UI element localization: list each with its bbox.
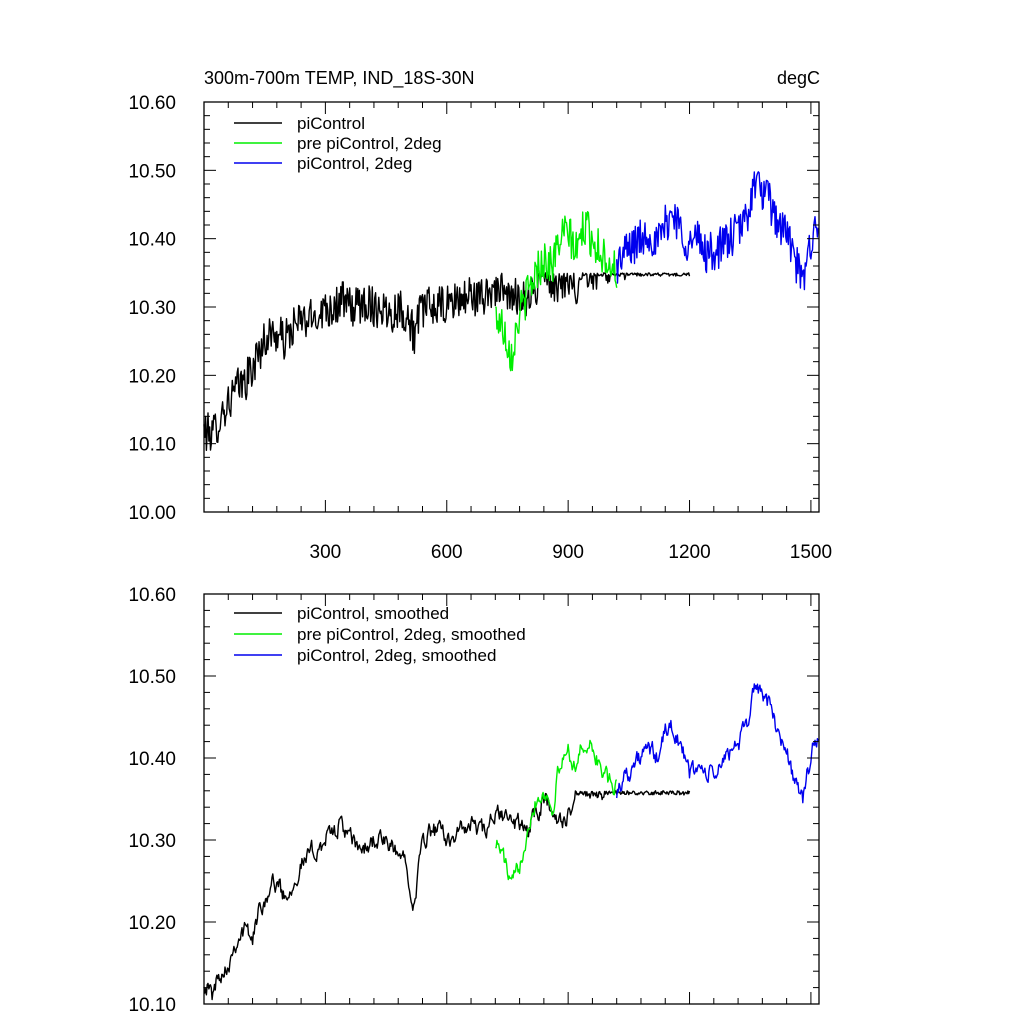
- series-line-picontrol-smoothed: [203, 790, 691, 1001]
- y-tick-label: 10.00: [128, 503, 176, 524]
- y-tick-label: 10.60: [128, 585, 176, 606]
- x-tick-label: 600: [431, 542, 463, 563]
- legend-label-picontrol-2deg: piControl, 2deg: [297, 154, 412, 173]
- y-tick-label: 10.20: [128, 913, 176, 934]
- y-tick-label: 10.60: [128, 93, 176, 114]
- y-tick-label: 10.30: [128, 831, 176, 852]
- y-tick-label: 10.10: [128, 435, 176, 456]
- top-axes: 10.00 10.10 10.20 10.30 10.40 10.50 10.60 300 60…: [128, 93, 832, 563]
- x-tick-label: 1200: [668, 542, 710, 563]
- y-tick-label: 10.50: [128, 667, 176, 688]
- y-tick-label: 10.10: [128, 995, 176, 1016]
- top-panel-title: 300m-700m TEMP, IND_18S-30N: [204, 68, 474, 89]
- top-series: [203, 171, 820, 451]
- series-line-picontrol-2deg: [616, 171, 820, 291]
- x-tick-label: 900: [552, 542, 584, 563]
- x-tick-label: 300: [310, 542, 342, 563]
- legend-label-picontrol: piControl: [297, 114, 365, 133]
- y-tick-label: 10.30: [128, 298, 176, 319]
- legend-label-picontrol-2deg-smoothed: piControl, 2deg, smoothed: [297, 646, 496, 665]
- top-panel: 300m-700m TEMP, IND_18S-30N degC 10.0010…: [128, 68, 832, 563]
- plot-frame: [203, 593, 820, 1005]
- series-line-picontrol: [203, 272, 691, 451]
- bottom-axes: 10.10 10.20 10.30 10.40 10.50 10.60: [128, 585, 820, 1016]
- legend-label-picontrol-smoothed: piControl, smoothed: [297, 604, 449, 623]
- top-panel-units: degC: [777, 68, 820, 88]
- x-tick-label: 1500: [790, 542, 832, 563]
- series-line-pre-picontrol-2deg-smoothed: [495, 739, 618, 881]
- legend-label-pre-picontrol-2deg: pre piControl, 2deg: [297, 134, 442, 153]
- legend-label-pre-picontrol-2deg-smoothed: pre piControl, 2deg, smoothed: [297, 625, 526, 644]
- y-tick-label: 10.20: [128, 366, 176, 387]
- y-tick-label: 10.40: [128, 749, 176, 770]
- series-line-pre-picontrol-2deg: [494, 210, 618, 372]
- y-tick-label: 10.40: [128, 230, 176, 251]
- bottom-legend: piControl, smoothed pre piControl, 2deg,…: [234, 604, 526, 665]
- bottom-panel: 10.10 10.20 10.30 10.40 10.50 10.60 piControl…: [128, 585, 820, 1016]
- top-legend: piControl pre piControl, 2deg piControl,…: [234, 114, 442, 173]
- y-tick-label: 10.50: [128, 161, 176, 182]
- series-line-picontrol-2deg-smoothed: [616, 683, 820, 804]
- bottom-series: [203, 683, 820, 1001]
